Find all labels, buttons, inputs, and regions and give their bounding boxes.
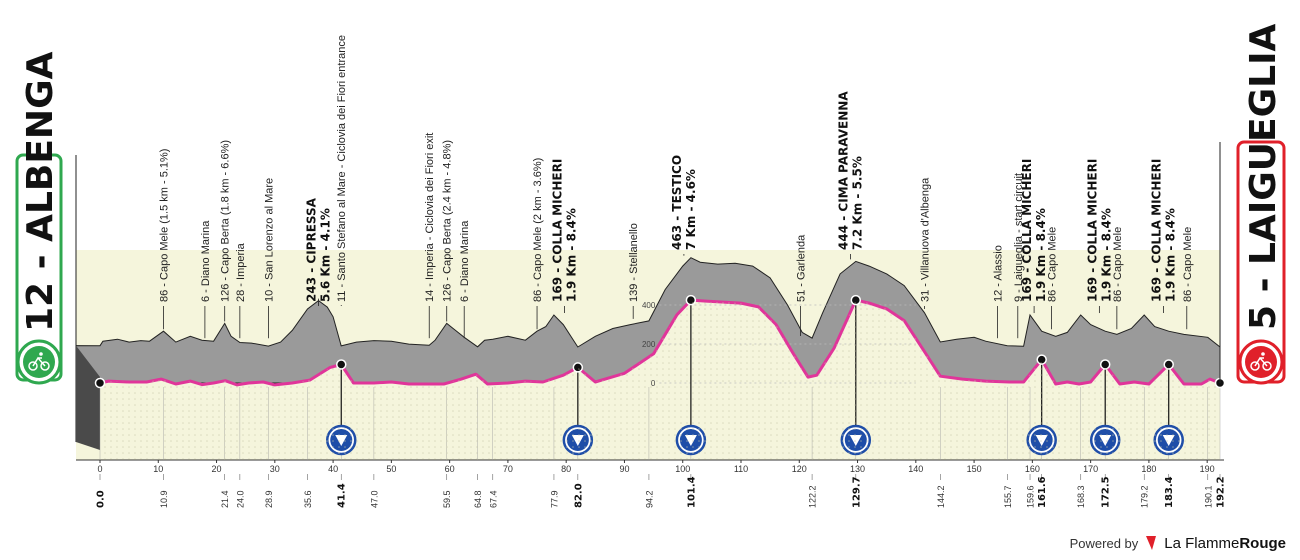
waypoint-label: 126 - Capo Berta (2.4 km - 4.8%)	[442, 140, 454, 302]
km-mark-label: 64.8	[473, 490, 483, 508]
flame-logo-icon	[1146, 536, 1157, 550]
waypoint-label: 6 - Diano Marina	[459, 220, 471, 302]
km-mark-label: 144.2	[936, 485, 946, 508]
km-mark-label: 41.4	[337, 483, 348, 508]
km-mark-label: 59.5	[442, 490, 452, 508]
waypoint-label: 6 - Diano Marina	[200, 220, 212, 302]
brand-name: La FlammeRouge	[1164, 534, 1286, 552]
waypoint-label: 31 - Villanuova d'Albenga	[920, 177, 932, 302]
x-tick-label: 150	[967, 464, 982, 474]
x-tick-label: 180	[1141, 464, 1156, 474]
kom-label-name: 169 - COLLA MICHERI	[1020, 159, 1034, 302]
km-mark-label: 24.0	[235, 490, 245, 508]
waypoint-label: 126 - Capo Berta (1.8 km - 6.6%)	[220, 140, 232, 302]
waypoint-label: 10 - San Lorenzo al Mare	[263, 178, 275, 302]
x-tick-label: 110	[734, 464, 748, 474]
terrain-dark-shoulder	[76, 345, 100, 450]
waypoint-label: 51 - Garlenda	[795, 234, 807, 302]
kom-label-name: 169 - COLLA MICHERI	[1085, 159, 1099, 302]
x-tick-label: 170	[1083, 464, 1098, 474]
km-mark-label: 122.2	[808, 485, 818, 508]
waypoint-label: 86 - Capo Mele	[1112, 227, 1124, 302]
waypoint-label: 28 - Imperia	[235, 242, 247, 302]
waypoint-label: 12 - Alassio	[992, 245, 1004, 302]
kom-label-name: 169 - COLLA MICHERI	[1149, 159, 1163, 302]
km-mark-label: 94.2	[644, 490, 654, 508]
kom-label-name: 444 - CIMA PARAVENNA	[837, 91, 851, 250]
kom-label-stats: 1.9 Km - 8.4%	[1034, 208, 1048, 302]
x-tick-label: 30	[270, 464, 280, 474]
finish-cyclist-icon	[1245, 346, 1277, 378]
finish-badge: 5 - LAIGUEGLIA	[1236, 23, 1286, 385]
kom-label-name: 243 - CIPRESSA	[305, 197, 319, 302]
powered-by-text: Powered by	[1069, 535, 1139, 551]
x-tick-label: 40	[328, 464, 338, 474]
km-mark-label: 172.5	[1101, 476, 1112, 508]
x-tick-label: 130	[850, 464, 865, 474]
km-mark-label: 179.2	[1140, 485, 1150, 508]
waypoint-label: 86 - Capo Mele (1.5 km - 5.1%)	[159, 149, 171, 302]
km-mark-label: 28.9	[264, 490, 274, 508]
x-tick-label: 50	[386, 464, 396, 474]
route-fill-dots	[100, 300, 1220, 460]
kom-label-name: 169 - COLLA MICHERI	[550, 159, 564, 302]
waypoint-label: 14 - Imperia - Ciclovia dei Fiori exit	[424, 133, 436, 302]
km-mark-label: 77.9	[549, 490, 559, 508]
kom-label-stats: 5.6 Km - 4.1%	[319, 208, 333, 302]
start-badge: 12 - ALBENGA	[15, 51, 63, 385]
x-tick-label: 0	[97, 464, 102, 474]
kom-label-name: 463 - TESTICO	[670, 155, 684, 250]
km-mark-label: 0.0	[96, 490, 107, 508]
km-mark-label: 35.6	[303, 490, 313, 508]
top-labels: 86 - Capo Mele (1.5 km - 5.1%) 6 - Diano …	[159, 35, 1194, 339]
x-tick-label: 100	[675, 464, 690, 474]
x-tick-label: 120	[792, 464, 807, 474]
start-label: 12 - ALBENGA	[20, 51, 61, 332]
km-mark-label: 47.0	[369, 490, 379, 508]
kom-label-stats: 7.2 Km - 5.5%	[851, 156, 865, 250]
km-mark-label: 161.6	[1037, 476, 1048, 508]
km-mark-label: 183.4	[1164, 476, 1175, 508]
waypoint-label: 9 - Laigueglia - start circuit	[1013, 173, 1025, 302]
kom-label-stats: 1.9 Km - 8.4%	[1099, 208, 1113, 302]
kom-label-stats: 1.9 Km - 8.4%	[1163, 208, 1177, 302]
km-mark-label: 101.4	[686, 476, 697, 508]
x-tick-label: 90	[619, 464, 629, 474]
kom-labels: 243 - CIPRESSA 5.6 Km - 4.1% 169 - COLLA M…	[305, 91, 1177, 314]
terrain-area	[75, 257, 1221, 442]
footer: Powered by La FlammeRouge	[1070, 534, 1286, 552]
waypoint-label: 86 - Capo Mele (2 km - 3.6%)	[532, 158, 544, 302]
x-tick-label: 160	[1025, 464, 1040, 474]
km-mark-label: 192.2	[1216, 476, 1227, 508]
km-mark-label: 159.6	[1026, 485, 1036, 508]
km-mark-label: 82.0	[573, 483, 584, 508]
kom-label-stats: 7 Km - 4.6%	[684, 169, 698, 250]
km-mark-label: 10.9	[159, 490, 169, 508]
altitude-tick-label: 400	[642, 301, 656, 310]
x-tick-label: 70	[503, 464, 513, 474]
x-tick-label: 20	[212, 464, 222, 474]
x-tick-label: 190	[1200, 464, 1215, 474]
x-tick-label: 80	[561, 464, 571, 474]
kom-label-stats: 1.9 Km - 8.4%	[564, 208, 578, 302]
waypoint-label: 11 - Santo Stefano al Mare - Ciclovia de…	[336, 35, 348, 302]
km-mark-label: 129.7	[851, 476, 862, 508]
x-tick-label: 60	[445, 464, 455, 474]
altitude-tick-label: 200	[642, 340, 656, 349]
cyclist-icon	[23, 346, 55, 378]
x-tick-label: 10	[153, 464, 163, 474]
km-mark-label: 168.3	[1076, 485, 1086, 508]
km-mark-label: 67.4	[488, 490, 498, 508]
waypoint-label: 86 - Capo Mele	[1182, 227, 1194, 302]
km-mark-label: 21.4	[220, 490, 230, 508]
x-axis-ticks: 0 10 20 30 40 50 60 70 80 90 100 110 120 130 140 150 160…	[97, 460, 1215, 474]
x-tick-label: 140	[908, 464, 923, 474]
waypoint-label: 86 - Capo Mele	[1047, 227, 1059, 302]
waypoint-label: 139 - Stellanello	[628, 223, 640, 302]
km-mark-label: 155.7	[1003, 485, 1013, 508]
finish-label: 5 - LAIGUEGLIA	[1243, 23, 1284, 330]
km-mark-label: 190.1	[1203, 485, 1213, 508]
